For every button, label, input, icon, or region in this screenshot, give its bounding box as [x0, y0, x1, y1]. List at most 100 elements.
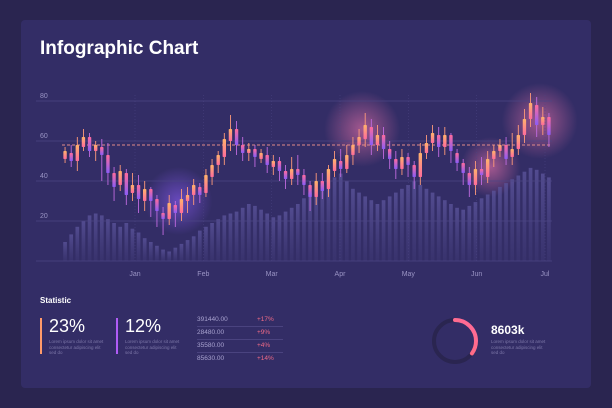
candle — [240, 137, 245, 161]
candle-body — [455, 153, 459, 163]
chart-glows — [144, 83, 578, 235]
volume-bar — [161, 249, 165, 261]
candle-body — [418, 153, 423, 177]
volume-bar — [75, 226, 80, 261]
candle — [400, 149, 404, 175]
candle — [412, 161, 416, 189]
candle — [467, 167, 472, 197]
x-tick-label: May — [402, 271, 416, 278]
volume-bar — [87, 215, 92, 261]
candle — [149, 187, 153, 217]
candle-body — [106, 155, 110, 173]
stat-row: 35580.00 +4% — [197, 340, 283, 353]
candle-body — [210, 165, 214, 177]
volume-bar — [479, 198, 484, 261]
y-tick-label: 80 — [40, 93, 48, 100]
volume-bar — [210, 223, 214, 261]
candle — [455, 149, 459, 171]
candle — [118, 165, 122, 191]
candle — [277, 157, 282, 181]
candle — [87, 133, 92, 157]
candle — [394, 151, 398, 179]
candle-body — [253, 149, 257, 157]
candle-body — [375, 135, 380, 145]
candle-body — [277, 161, 282, 171]
candle-body — [492, 151, 496, 159]
volume-bar — [363, 196, 368, 261]
x-tick-label: Apr — [335, 271, 347, 278]
volume-bar — [442, 200, 447, 261]
volume-bar — [424, 188, 429, 261]
candle — [283, 165, 288, 189]
stat-item-1-bar — [40, 318, 42, 354]
volume-bar — [142, 238, 147, 261]
statistic-heading: Statistic — [40, 296, 72, 305]
candle-body — [320, 181, 325, 191]
candle — [69, 145, 73, 167]
grid-lines — [36, 95, 552, 262]
candle-body — [351, 145, 355, 155]
volume-bar — [271, 217, 276, 261]
volume-bar — [308, 192, 312, 261]
candle — [443, 127, 447, 155]
volume-bar — [204, 226, 208, 261]
candle — [81, 129, 86, 151]
candle-body — [271, 161, 276, 167]
volume-bar — [375, 204, 380, 261]
volume-bar — [106, 219, 110, 261]
stat-row-value: 85630.00 — [197, 355, 225, 362]
volume-bar — [393, 192, 398, 261]
volume-bar — [528, 167, 533, 261]
volume-bar — [259, 209, 263, 261]
volume-bar — [491, 190, 496, 261]
volume-bar — [302, 198, 306, 261]
volume-bar — [216, 219, 221, 261]
candle-body — [516, 135, 521, 149]
x-tick-label: Jun — [471, 271, 482, 278]
x-axis-ticks: Jan Feb Mar Apr May Jun Jul — [129, 271, 550, 278]
volume-bar — [173, 247, 178, 261]
candle-body — [167, 203, 171, 219]
volume-bar — [510, 179, 515, 261]
candle-body — [443, 135, 447, 147]
volume-bar — [540, 173, 545, 261]
volume-bar — [148, 242, 153, 261]
candle — [124, 169, 129, 205]
candle — [541, 107, 545, 135]
volume-bar — [436, 196, 441, 261]
candle — [265, 147, 269, 173]
candle-body — [87, 137, 92, 151]
volume-bar — [167, 251, 172, 261]
candle — [504, 137, 508, 165]
candle — [191, 179, 196, 205]
candle-body — [345, 155, 349, 169]
candle-body — [467, 173, 472, 185]
candle-body — [547, 117, 551, 135]
candle-body — [191, 185, 196, 195]
candle-body — [63, 151, 67, 159]
candle-body — [436, 135, 441, 147]
stat-row-change: +14% — [257, 355, 274, 362]
x-tick-label: Feb — [197, 271, 209, 278]
candle-body — [357, 137, 361, 145]
volume-bar — [381, 200, 386, 261]
candle-body — [449, 135, 453, 151]
candle-body — [332, 159, 337, 171]
candle-body — [136, 185, 141, 199]
volume-bar — [516, 175, 521, 261]
candle-body — [155, 199, 159, 211]
volume-bar — [240, 207, 245, 261]
candle — [430, 125, 435, 151]
donut-chart — [432, 318, 478, 364]
candle-body — [479, 169, 484, 175]
volume-bar — [406, 185, 410, 261]
volume-bar — [387, 196, 392, 261]
candle — [345, 145, 349, 173]
volume-bar — [197, 230, 202, 261]
volume-bar — [234, 211, 239, 261]
volume-bar — [265, 213, 270, 261]
x-tick-label: Mar — [266, 271, 279, 278]
candle — [75, 137, 80, 171]
candle — [100, 139, 104, 181]
